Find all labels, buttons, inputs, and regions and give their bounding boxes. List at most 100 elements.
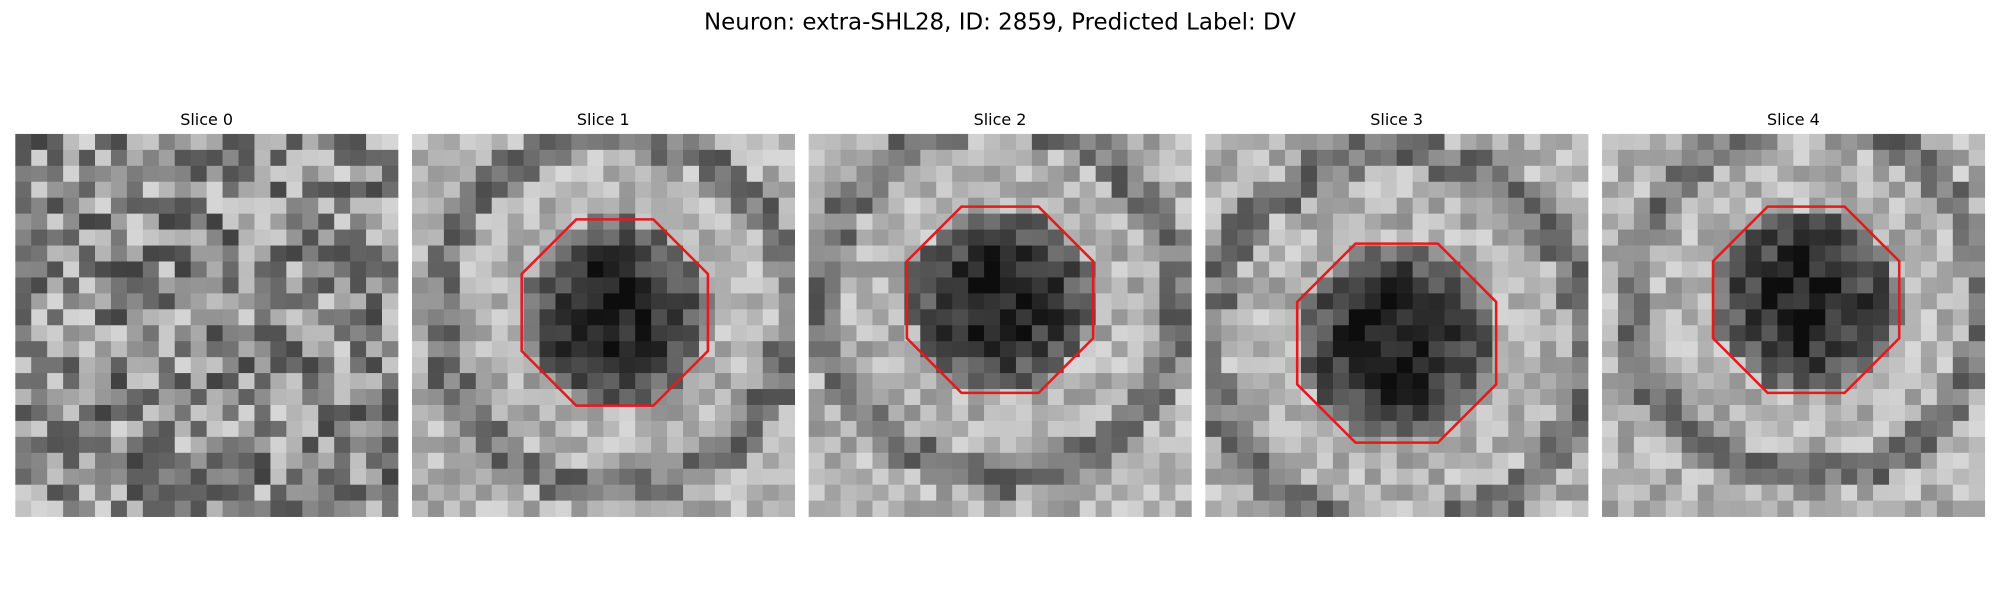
pixel [95,468,112,486]
pixel [904,436,921,454]
pixel [1617,436,1635,454]
pixel [491,500,509,517]
pixel [1524,309,1541,326]
pixel [1873,436,1890,454]
pixel [1809,261,1826,278]
pixel [714,484,732,502]
pixel [1777,133,1794,151]
pixel [1412,165,1429,183]
pixel [683,197,700,215]
pixel [920,293,937,310]
pixel [635,436,652,454]
pixel [1936,420,1954,438]
pixel [318,325,335,342]
pixel [698,373,716,390]
pixel [318,309,335,326]
pixel [1460,133,1477,151]
pixel [1857,420,1874,438]
pixel [1904,293,1922,310]
pixel [142,261,160,278]
pixel [1396,133,1414,151]
pixel [110,341,128,358]
pixel [1777,293,1794,310]
pixel [1904,389,1922,406]
pixel [1873,357,1890,374]
pixel [1793,373,1810,390]
pixel [427,452,445,470]
pixel [635,133,652,151]
pixel [1633,133,1651,151]
pixel [888,293,905,310]
pixel [762,341,780,358]
pixel [491,341,509,358]
pixel [1952,197,1970,215]
pixel [1761,133,1778,151]
pixel [1697,229,1715,246]
pixel [1301,229,1318,246]
pixel [1047,373,1065,390]
pixel [1572,500,1589,517]
pixel [411,309,429,326]
pixel [683,149,700,167]
pixel [872,468,889,486]
pixel [1079,149,1097,167]
pixel [1633,309,1651,326]
pixel [968,293,985,310]
pixel [302,468,319,486]
pixel [1316,293,1334,310]
pixel [1649,500,1667,517]
pixel [1301,452,1318,470]
pixel [270,341,287,358]
pixel [1063,293,1081,310]
pixel [635,373,652,390]
pixel [1617,149,1635,167]
pixel [1015,181,1033,199]
pixel [840,165,857,183]
pixel [1253,277,1270,294]
pixel [808,261,825,278]
pixel [1348,245,1366,262]
pixel [1889,293,1906,310]
pixel [1111,404,1128,422]
pixel [888,468,905,486]
pixel [206,373,223,390]
pixel [1745,420,1762,438]
pixel [555,277,572,294]
pixel [1047,420,1065,438]
pixel [507,341,524,358]
pixel [1364,149,1382,167]
pixel [555,325,572,342]
pixel [1127,133,1144,151]
pixel [1000,213,1017,230]
pixel [1633,245,1651,262]
pixel [984,404,1001,422]
pixel [1649,149,1667,167]
pixel [110,389,128,406]
pixel [1031,452,1049,470]
pixel [1015,341,1033,358]
pixel [1460,468,1477,486]
pixel [110,309,128,326]
pixel [904,181,921,199]
pixel [1221,500,1238,517]
pixel [1047,500,1065,517]
pixel [762,149,780,167]
pixel [334,420,351,438]
pixel [714,197,732,215]
pixel [382,373,399,390]
pixel [952,484,969,502]
pixel [920,213,937,230]
pixel [714,213,732,230]
pixel [126,484,144,502]
pixel [238,389,255,406]
pixel [952,309,969,326]
pixel [1159,420,1176,438]
pixel [936,404,953,422]
pixel [1761,213,1778,230]
pixel [1889,197,1906,215]
pixel [746,404,764,422]
pixel [190,341,208,358]
pixel [683,181,700,199]
pixel [523,404,540,422]
pixel [79,133,96,151]
